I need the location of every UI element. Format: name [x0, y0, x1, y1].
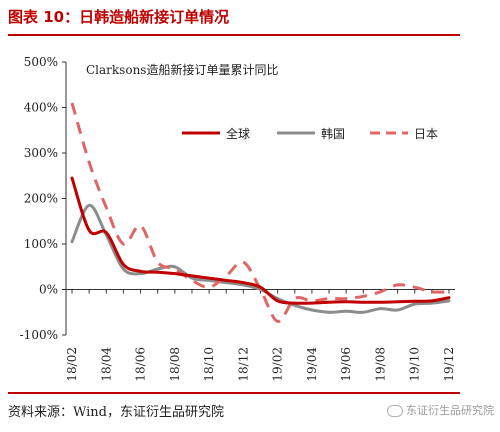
title-rule [8, 34, 460, 36]
x-tick-label: 19/04 [305, 347, 319, 382]
y-tick-label: 100% [24, 237, 58, 251]
series-line-global [70, 176, 451, 305]
x-tick-label: 18/08 [168, 347, 182, 382]
legend-label: 韩国 [321, 126, 345, 141]
y-tick-label: 300% [24, 146, 58, 160]
x-tick-label: 18/06 [134, 347, 148, 382]
series-line-korea [70, 203, 451, 314]
x-tick-label: 19/02 [271, 347, 285, 382]
x-tick-label: 18/12 [236, 347, 250, 382]
legend-label: 全球 [226, 126, 250, 141]
y-tick-label: -100% [20, 328, 58, 342]
x-tick-label: 18/04 [99, 347, 113, 382]
series-line-japan [70, 102, 450, 323]
y-tick-label: 500% [24, 55, 58, 69]
x-tick-label: 18/10 [202, 347, 216, 382]
wechat-icon [387, 405, 403, 417]
legend: 全球 韩国 日本 [182, 126, 438, 141]
y-tick-label: 200% [24, 192, 58, 206]
x-axis: 18/02 18/04 18/06 18/08 18/10 18/12 19/02 19/04… [65, 289, 456, 382]
y-tick-label: 0% [39, 283, 58, 297]
x-tick-label: 18/02 [65, 347, 79, 382]
legend-label: 日本 [414, 127, 438, 141]
y-axis: -100% 0% 100% 200% 300% 400% 500% [20, 55, 67, 342]
chart-subtitle: Clarksons造船新接订单量累计同比 [86, 62, 278, 77]
footer-rule [8, 392, 460, 394]
source-note: 资料来源：Wind，东证衍生品研究院 [8, 405, 224, 420]
x-tick-label: 19/12 [442, 347, 456, 382]
x-tick-label: 19/10 [408, 347, 422, 382]
y-tick-label: 400% [24, 101, 58, 115]
x-tick-label: 19/08 [373, 347, 387, 382]
figure-title: 图表 10：日韩造船新接订单情况 [8, 8, 230, 26]
watermark: 东证衍生品研究院 [387, 402, 494, 418]
x-tick-label: 19/06 [339, 347, 353, 382]
watermark-text: 东证衍生品研究院 [406, 404, 494, 417]
series-layer [70, 102, 451, 323]
